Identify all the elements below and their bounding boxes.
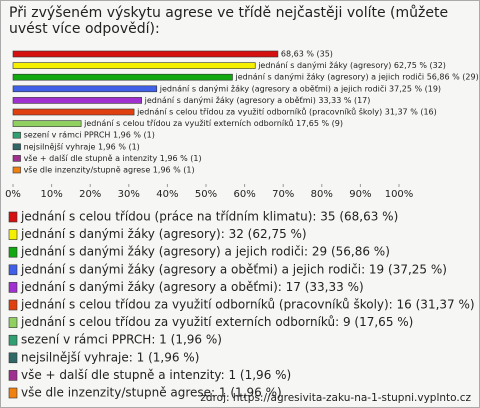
x-tick-label: 60% xyxy=(233,189,255,200)
value-label: jednání s celou třídou za využití odborn… xyxy=(136,107,437,117)
bar xyxy=(12,62,256,69)
value-label: vše + další dle stupně a intenzity 1,96 … xyxy=(24,153,202,163)
bar xyxy=(12,85,158,93)
x-tick-label: 50% xyxy=(195,189,217,200)
legend-label: vše dle inzenzity/stupně agrese: 1 (1,96… xyxy=(21,386,282,400)
legend-label: jednání s danými žáky (agresory): 32 (62… xyxy=(20,227,307,241)
legend-label: sezení v rámci PPRCH: 1 (1,96 %) xyxy=(21,333,222,347)
x-tick-label: 20% xyxy=(79,189,101,200)
legend-swatch xyxy=(8,334,18,346)
legend-swatch xyxy=(8,246,18,258)
legend-label: jednání s danými žáky (agresory a oběťmi… xyxy=(20,280,364,294)
value-label: nejsilnější vyhraje 1,96 % (1) xyxy=(24,141,140,151)
legend-label: jednání s celou třídou za využití extern… xyxy=(20,315,413,329)
x-tick-label: 10% xyxy=(40,189,62,200)
legend-swatch xyxy=(8,370,18,381)
legend-label: nejsilnější vyhraje: 1 (1,96 %) xyxy=(21,350,199,364)
chart-title: Při zvýšeném výskytu agrese ve třídě nej… xyxy=(9,5,449,37)
bar xyxy=(12,166,21,174)
value-label: jednání s danými žáky (agresory) 62,75 %… xyxy=(257,61,446,70)
value-label: jednání s danými žáky (agresory) a jejic… xyxy=(234,72,478,82)
x-tick-label: 0% xyxy=(5,189,21,200)
legend-swatch xyxy=(8,229,18,240)
legend-label: jednání s danými žáky (agresory a oběťmi… xyxy=(20,262,447,276)
x-tick-label: 40% xyxy=(156,189,178,200)
value-label: 68,63 % (35) xyxy=(281,50,333,59)
legend-swatch xyxy=(8,317,18,328)
x-tick-label: 80% xyxy=(311,189,333,200)
legend-swatch xyxy=(8,299,18,311)
legend-swatch xyxy=(8,211,18,223)
legend-swatch xyxy=(8,387,18,399)
bar xyxy=(12,143,21,151)
value-label: jednání s danými žáky (agresory a oběťmi… xyxy=(144,96,371,105)
x-tick-label: 100% xyxy=(385,189,414,200)
x-tick-label: 70% xyxy=(272,189,294,200)
legend-label: jednání s celou třídou (práce na třídním… xyxy=(20,210,398,224)
x-tick-label: 30% xyxy=(118,189,140,200)
bar xyxy=(12,155,21,162)
value-label: jednání s danými žáky (agresory a oběťmi… xyxy=(159,83,441,93)
value-label: jednání s celou třídou za využití extern… xyxy=(83,118,343,128)
bar xyxy=(12,50,279,58)
legend-label: vše + další dle stupně a intenzity: 1 (1… xyxy=(21,368,291,382)
x-tick-label: 90% xyxy=(349,189,371,200)
source: zdroj: https://agresivita-zaku-na-1-stup… xyxy=(200,392,471,404)
bar xyxy=(12,97,142,104)
bar xyxy=(12,120,82,127)
legend-swatch xyxy=(8,282,18,293)
legend-label: jednání s danými žáky (agresory) a jejic… xyxy=(20,245,390,259)
bar xyxy=(12,73,233,81)
legend-label: jednání s celou třídou za využití odborn… xyxy=(20,298,475,312)
value-label: sezení v rámci PPRCH 1,96 % (1) xyxy=(24,131,155,140)
bar xyxy=(12,131,21,139)
value-label: vše dle inzenzity/stupně agrese 1,96 % (… xyxy=(24,165,195,175)
bar xyxy=(12,108,135,116)
legend-swatch xyxy=(8,352,18,364)
legend-swatch xyxy=(8,264,18,276)
